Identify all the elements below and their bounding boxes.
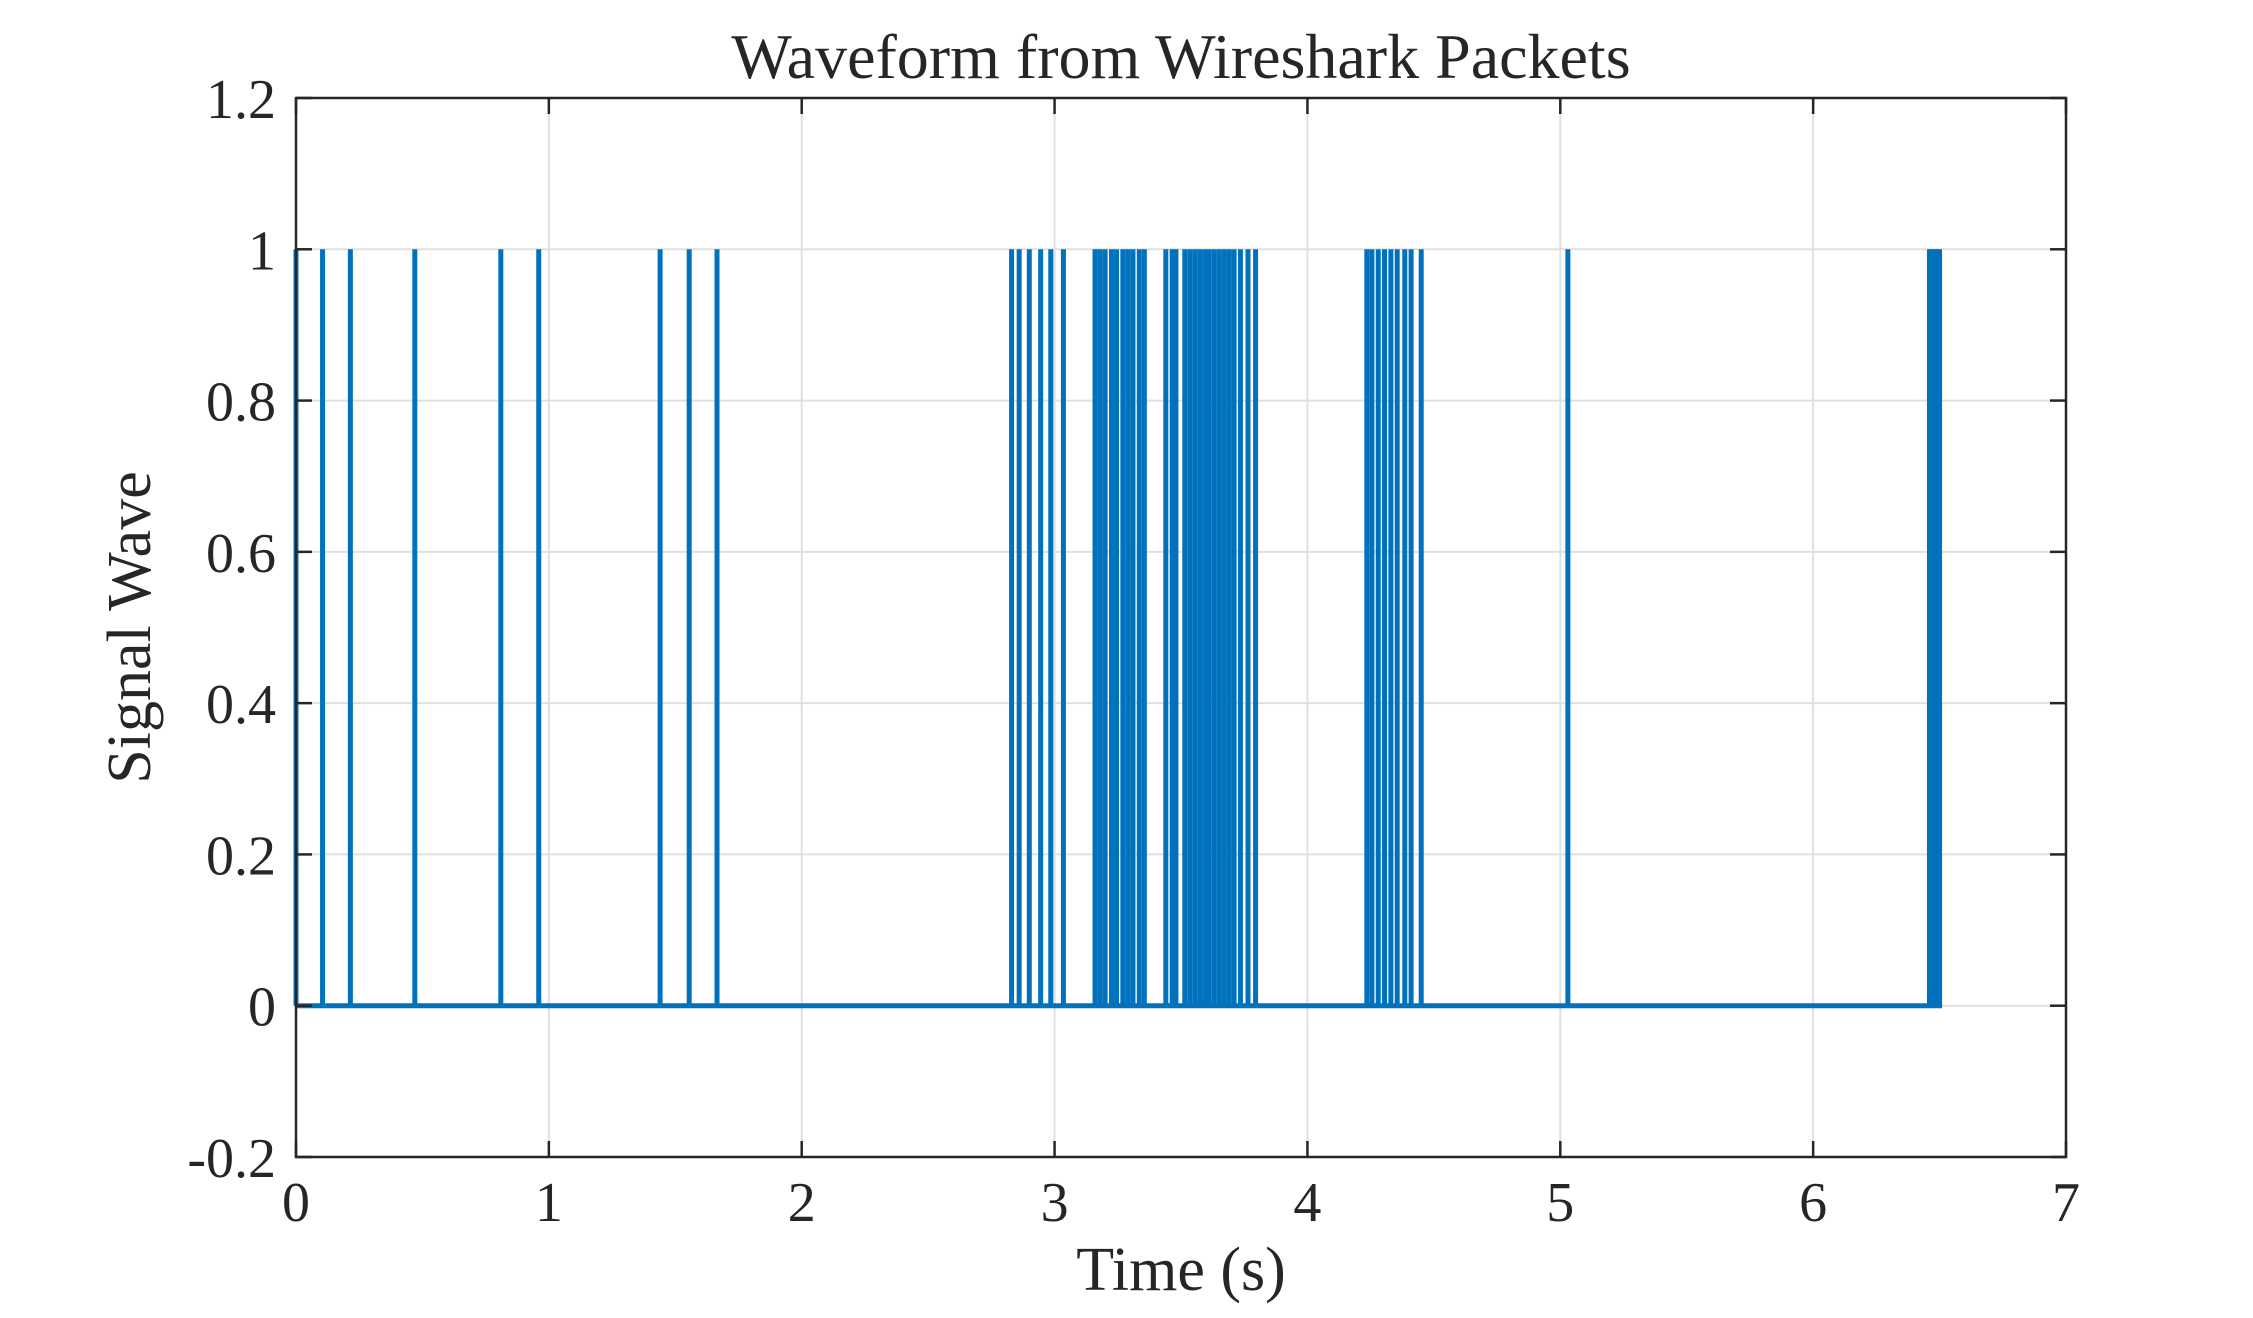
- x-axis-label: Time (s): [1076, 1236, 1286, 1304]
- x-tick-label: 3: [1041, 1172, 1069, 1234]
- grid-layer: [295, 97, 2067, 1158]
- x-tick-label: 5: [1546, 1172, 1574, 1234]
- x-tick-label: 7: [2052, 1172, 2080, 1234]
- x-tick-label: 1: [535, 1172, 563, 1234]
- axes-box: [294, 96, 2068, 1159]
- y-tick-label: -0.2: [187, 1128, 276, 1190]
- chart-title: Waveform from Wireshark Packets: [731, 21, 1630, 92]
- x-tick-label: 6: [1799, 1172, 1827, 1234]
- x-tick-label: 0: [282, 1172, 310, 1234]
- tick-layer: 0 1 2 3 4 5 6 7-0.200.20.40.60.811.2: [187, 69, 2080, 1234]
- series-layer: [293, 249, 1943, 1009]
- y-axis-label: Signal Wave: [96, 471, 164, 783]
- y-tick-label: 0: [248, 977, 276, 1039]
- y-tick-label: 0.4: [206, 674, 276, 736]
- y-tick-label: 0.8: [206, 372, 276, 434]
- y-tick-label: 1: [248, 220, 276, 282]
- x-tick-label: 2: [788, 1172, 816, 1234]
- y-tick-label: 0.6: [206, 523, 276, 585]
- y-tick-label: 1.2: [206, 69, 276, 131]
- y-tick-label: 0.2: [206, 825, 276, 887]
- x-tick-label: 4: [1293, 1172, 1321, 1234]
